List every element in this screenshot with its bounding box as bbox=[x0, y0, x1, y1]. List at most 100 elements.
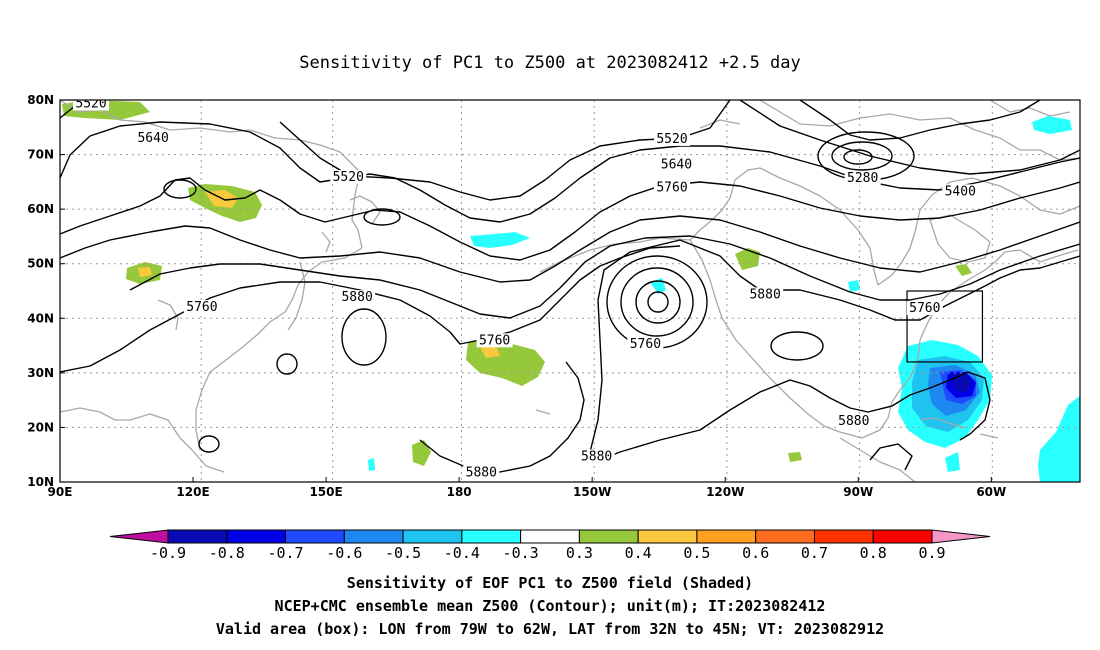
negative-sensitivity-patch bbox=[1032, 116, 1072, 134]
colorbar-bin bbox=[755, 529, 815, 544]
map-title: Sensitivity of PC1 to Z500 at 2023082412… bbox=[299, 53, 801, 73]
moderate-sensitivity-patch bbox=[480, 345, 500, 358]
colorbar-bin bbox=[578, 529, 639, 544]
colorbar-bin bbox=[167, 529, 228, 544]
contour-label-bg bbox=[627, 337, 664, 352]
latitude-tick-label: 20N bbox=[27, 420, 54, 434]
footer-line-1: Sensitivity of EOF PC1 to Z500 field (Sh… bbox=[347, 574, 753, 592]
contour-label: 5880 bbox=[466, 465, 497, 480]
contour-5760 bbox=[129, 235, 1080, 319]
latitude-tick-label: 30N bbox=[27, 366, 54, 380]
colorbar-tick-label: -0.8 bbox=[209, 544, 245, 562]
longitude-tick-label: 150E bbox=[309, 485, 342, 499]
positive-sensitivity-patch bbox=[735, 248, 760, 270]
contour-label: 5280 bbox=[847, 171, 878, 186]
colorbar-tick-label: -0.6 bbox=[326, 544, 362, 562]
contour-label-bg bbox=[906, 301, 943, 316]
contour-5760 bbox=[60, 215, 1080, 283]
colorbar-tick-label: -0.5 bbox=[385, 544, 421, 562]
longitude-tick-label: 120E bbox=[176, 485, 209, 499]
contour-label: 5760 bbox=[479, 333, 510, 348]
longitude-tick-label: 90W bbox=[843, 485, 873, 499]
contour-5400 bbox=[739, 100, 1080, 175]
colorbar-min-arrow bbox=[109, 529, 169, 544]
contour-label: 5400 bbox=[945, 184, 976, 199]
latitude-tick-label: 60N bbox=[27, 202, 54, 216]
colorbar-tick-label: 0.6 bbox=[742, 544, 769, 562]
map-plot-area: 5520 5640 5520 5520 5640 5760 5280 5400 5760 5880… bbox=[60, 96, 1080, 482]
colorbar-tick-label: 0.9 bbox=[918, 544, 945, 562]
contour-label: 5880 bbox=[749, 287, 780, 302]
contour-label-bg bbox=[476, 333, 513, 348]
contour-label-bg bbox=[844, 171, 881, 186]
colorbar-bin bbox=[226, 529, 287, 544]
colorbar-labels: -0.9 -0.8 -0.7 -0.6 -0.5 -0.4 -0.3 0.3 0.4 0.5 0.6… bbox=[150, 544, 946, 562]
contour-5520 bbox=[363, 208, 401, 226]
contour-5880 bbox=[276, 353, 298, 375]
contour-5520 bbox=[163, 179, 197, 199]
colorbar-tick-label: 0.8 bbox=[860, 544, 887, 562]
negative-sensitivity-patch bbox=[368, 458, 375, 471]
contour-label-bg bbox=[654, 131, 690, 146]
contour-label-bg bbox=[135, 130, 172, 145]
strong-negative-sensitivity-patch bbox=[952, 374, 972, 392]
contour-5760 bbox=[635, 280, 681, 324]
contour-label-bg bbox=[835, 414, 872, 429]
footer-line-3: Valid area (box): LON from 79W to 62W, L… bbox=[216, 620, 884, 638]
contour-5880 bbox=[770, 331, 824, 361]
longitude-tick-label: 150W bbox=[573, 485, 611, 499]
colorbar-tick-label: 0.5 bbox=[683, 544, 710, 562]
longitude-tick-label: 90E bbox=[48, 485, 73, 499]
latitude-tick-label: 50N bbox=[27, 257, 54, 271]
colorbar bbox=[109, 529, 991, 544]
coastlines bbox=[60, 100, 1080, 482]
contour-label-bg bbox=[747, 287, 784, 302]
negative-sensitivity-patch bbox=[470, 232, 530, 248]
negative-sensitivity-patch bbox=[945, 452, 960, 472]
sensitivity-shading bbox=[62, 100, 1080, 482]
contour-label: 5880 bbox=[581, 450, 612, 465]
colorbar-tick-label: -0.7 bbox=[267, 544, 303, 562]
contour-label: 5880 bbox=[341, 290, 372, 305]
contour-labels: 5520 5640 5520 5520 5640 5760 5280 5400 5760 5880… bbox=[73, 96, 979, 480]
positive-sensitivity-patch bbox=[412, 440, 431, 466]
contour-label-bg bbox=[578, 449, 615, 464]
contour-5880 bbox=[419, 361, 585, 473]
colorbar-bin bbox=[637, 529, 698, 544]
contour-label: 5760 bbox=[656, 180, 687, 195]
contour-5880 bbox=[341, 308, 387, 366]
contour-5640 bbox=[60, 121, 1080, 223]
contour-5280 bbox=[843, 149, 873, 165]
z500-contours bbox=[60, 100, 1080, 473]
colorbar-bin bbox=[696, 529, 757, 544]
contour-5880 bbox=[60, 245, 681, 373]
colorbar-tick-label: 0.4 bbox=[625, 544, 652, 562]
contour-label: 5520 bbox=[333, 170, 364, 185]
contour-label-bg bbox=[183, 300, 220, 315]
contour-label: 5760 bbox=[909, 301, 940, 316]
positive-sensitivity-patch bbox=[955, 264, 972, 276]
latitude-tick-label: 70N bbox=[27, 148, 54, 162]
longitude-tick-label: 180 bbox=[447, 485, 472, 499]
contour-5760 bbox=[647, 291, 669, 313]
contour-5280 bbox=[831, 141, 893, 171]
contour-label: 5640 bbox=[137, 131, 168, 146]
longitude-tick-label: 120W bbox=[706, 485, 744, 499]
colorbar-bin bbox=[402, 529, 463, 544]
contour-label: 5520 bbox=[75, 96, 106, 111]
colorbar-bin bbox=[813, 529, 874, 544]
latitude-tick-label: 40N bbox=[27, 311, 54, 325]
colorbar-tick-label: -0.3 bbox=[503, 544, 539, 562]
contour-5880 bbox=[589, 239, 1080, 453]
contour-label: 5760 bbox=[630, 337, 661, 352]
negative-sensitivity-patch bbox=[848, 280, 860, 292]
contour-5880 bbox=[599, 371, 991, 461]
contour-label-bg bbox=[942, 184, 979, 199]
contour-5760 bbox=[620, 267, 694, 337]
contour-5400 bbox=[799, 100, 1041, 141]
contour-5880 bbox=[869, 443, 913, 471]
colorbar-bin bbox=[461, 529, 522, 544]
colorbar-tick-label: 0.3 bbox=[566, 544, 593, 562]
latitude-tick-labels: 80N 70N 60N 50N 40N 30N 20N 10N bbox=[27, 93, 65, 489]
